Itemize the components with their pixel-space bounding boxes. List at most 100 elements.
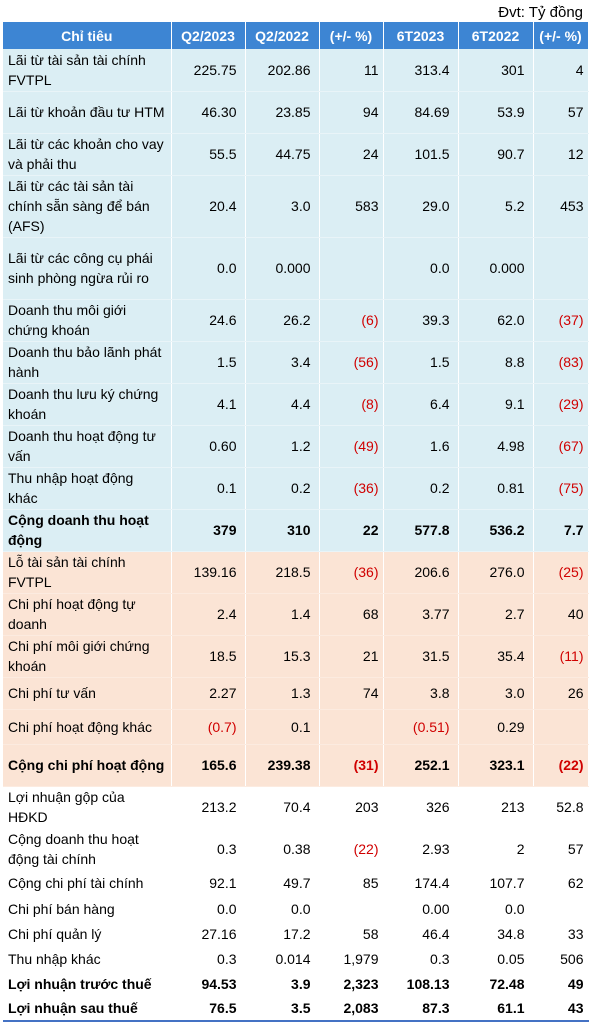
table-row: Lợi nhuận sau thuế 76.5 3.5 2,083 87.3 61.1 43	[3, 996, 589, 1022]
row-label: Doanh thu lưu ký chứng khoán	[3, 383, 172, 426]
6t2022-cell: 0.29	[458, 709, 534, 745]
6t2023-cell: (0.51)	[383, 709, 459, 745]
table-row: Chi phí hoạt động tự doanh 2.4 1.4 68 3.77 2.…	[3, 593, 589, 636]
6t2023-cell: 0.2	[383, 467, 459, 510]
q2-2023-cell: 213.2	[171, 786, 246, 828]
6t2022-cell: 4.98	[458, 425, 534, 468]
6t-change-cell: 26	[533, 677, 589, 710]
6t2022-cell: 323.1	[458, 744, 534, 787]
6t-change-cell: 43	[533, 996, 589, 1022]
q2-2023-cell: 92.1	[171, 870, 246, 896]
6t-change-cell: (75)	[533, 467, 589, 510]
row-label: Lợi nhuận trước thuế	[3, 971, 172, 996]
row-label: Thu nhập khác	[3, 946, 172, 971]
q2-2022-cell: 3.0	[245, 175, 320, 238]
q-change-cell: 2,083	[319, 996, 384, 1022]
row-label: Chi phí môi giới chứng khoán	[3, 635, 172, 678]
q2-2023-cell: 0.3	[171, 946, 246, 971]
6t-change-cell: (37)	[533, 299, 589, 342]
header-row: Chỉ tiêu Q2/2023 Q2/2022 (+/- %) 6T2023 …	[3, 22, 589, 49]
table-row: Doanh thu bảo lãnh phát hành 1.5 3.4 (56) 1.…	[3, 341, 589, 384]
6t2023-cell: 101.5	[383, 133, 459, 176]
q2-2023-cell: 139.16	[171, 551, 246, 594]
q-change-cell: (6)	[319, 299, 384, 342]
q2-2023-cell: 165.6	[171, 744, 246, 787]
table-row: Doanh thu lưu ký chứng khoán 4.1 4.4 (8) 6.4…	[3, 383, 589, 426]
row-label: Lỗ tài sản tài chính FVTPL	[3, 551, 172, 594]
q-change-cell: 24	[319, 133, 384, 176]
6t2023-cell: 577.8	[383, 509, 459, 552]
row-label: Lãi từ khoản đầu tư HTM	[3, 91, 172, 134]
q2-2022-cell: 44.75	[245, 133, 320, 176]
6t2023-cell: 0.00	[383, 896, 459, 921]
6t2023-cell: 3.8	[383, 677, 459, 710]
6t2023-cell: 108.13	[383, 971, 459, 996]
row-label: Lợi nhuận gộp của HĐKD	[3, 786, 172, 828]
6t-change-cell	[533, 237, 589, 300]
q2-2022-cell: 70.4	[245, 786, 320, 828]
6t2022-cell: 8.8	[458, 341, 534, 384]
q2-2023-cell: 225.75	[171, 49, 246, 92]
table-row: Chi phí môi giới chứng khoán 18.5 15.3 21 31…	[3, 635, 589, 678]
q2-2023-cell: 0.1	[171, 467, 246, 510]
6t-change-cell: 453	[533, 175, 589, 238]
q-change-cell: 58	[319, 921, 384, 946]
unit-label: Đvt: Tỷ đồng	[498, 4, 583, 21]
q2-2023-cell: 0.0	[171, 896, 246, 921]
6t2023-cell: 6.4	[383, 383, 459, 426]
q2-2023-cell: 0.3	[171, 828, 246, 870]
q2-2023-cell: 94.53	[171, 971, 246, 996]
table-row: Chi phí tư vấn 2.27 1.3 74 3.8 3.0 26	[3, 677, 589, 710]
table-row: Lãi từ tài sản tài chính FVTPL 225.75 202.…	[3, 49, 589, 92]
6t2023-cell: 0.3	[383, 946, 459, 971]
row-label: Cộng chi phí hoạt động	[3, 744, 172, 787]
6t2023-cell: 31.5	[383, 635, 459, 678]
q-change-cell: (49)	[319, 425, 384, 468]
q-change-cell: 1,979	[319, 946, 384, 971]
q2-2022-cell: 17.2	[245, 921, 320, 946]
header-6t2022: 6T2022	[458, 22, 534, 49]
row-label: Lãi từ các khoản cho vay và phải thu	[3, 133, 172, 176]
table-row: Lãi từ các công cụ phái sinh phòng ngừa …	[3, 237, 589, 300]
q2-2022-cell: 239.38	[245, 744, 320, 787]
6t-change-cell: 49	[533, 971, 589, 996]
q-change-cell: (36)	[319, 551, 384, 594]
6t-change-cell: 12	[533, 133, 589, 176]
q2-2022-cell: 1.2	[245, 425, 320, 468]
q2-2023-cell: 24.6	[171, 299, 246, 342]
6t2022-cell: 2	[458, 828, 534, 870]
q2-2022-cell: 1.3	[245, 677, 320, 710]
6t2022-cell: 53.9	[458, 91, 534, 134]
q-change-cell: 85	[319, 870, 384, 896]
6t-change-cell: 7.7	[533, 509, 589, 552]
q2-2023-cell: 55.5	[171, 133, 246, 176]
6t2023-cell: 39.3	[383, 299, 459, 342]
q-change-cell: (8)	[319, 383, 384, 426]
table-row: Lợi nhuận gộp của HĐKD 213.2 70.4 203 326 213…	[3, 786, 589, 828]
6t2022-cell: 9.1	[458, 383, 534, 426]
6t2022-cell: 0.81	[458, 467, 534, 510]
6t-change-cell: (22)	[533, 744, 589, 787]
6t-change-cell: 62	[533, 870, 589, 896]
q2-2022-cell: 49.7	[245, 870, 320, 896]
q2-2022-cell: 0.2	[245, 467, 320, 510]
6t2022-cell: 0.05	[458, 946, 534, 971]
row-label: Cộng doanh thu hoạt động tài chính	[3, 828, 172, 870]
6t2022-cell: 5.2	[458, 175, 534, 238]
table-row: Chi phí quản lý 27.16 17.2 58 46.4 34.8 33	[3, 921, 589, 946]
6t2023-cell: 87.3	[383, 996, 459, 1022]
q-change-cell: 74	[319, 677, 384, 710]
6t2022-cell: 35.4	[458, 635, 534, 678]
6t2023-cell: 3.77	[383, 593, 459, 636]
row-label: Chi phí tư vấn	[3, 677, 172, 710]
q2-2023-cell: 18.5	[171, 635, 246, 678]
row-label: Chi phí quản lý	[3, 921, 172, 946]
table-row: Cộng doanh thu hoạt động 379 310 22 577.8 536…	[3, 509, 589, 552]
q2-2022-cell: 202.86	[245, 49, 320, 92]
header-6t-change: (+/- %)	[533, 22, 589, 49]
6t-change-cell: 57	[533, 91, 589, 134]
header-indicator: Chỉ tiêu	[3, 22, 172, 49]
6t2022-cell: 3.0	[458, 677, 534, 710]
6t-change-cell	[533, 896, 589, 921]
row-label: Chi phí bán hàng	[3, 896, 172, 921]
